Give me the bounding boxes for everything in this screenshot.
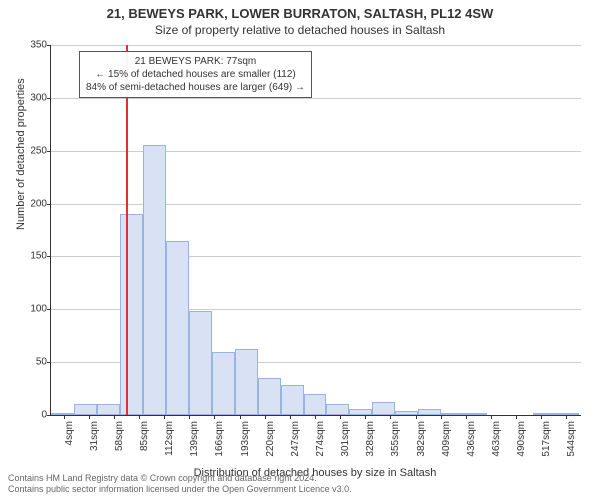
x-tick-label: 382sqm	[416, 421, 427, 461]
histogram-bar	[464, 413, 487, 415]
y-tick-label: 350	[23, 40, 47, 51]
histogram-bar	[304, 394, 327, 415]
histogram-bar	[556, 413, 579, 415]
x-tick-mark	[340, 415, 341, 419]
x-tick-mark	[441, 415, 442, 419]
histogram-bar	[533, 413, 556, 415]
chart-area: 050100150200250300350 4sqm31sqm58sqm85sq…	[50, 45, 580, 415]
histogram-bar	[97, 404, 120, 415]
histogram-bar	[418, 409, 441, 415]
y-tick-label: 50	[23, 357, 47, 368]
footer-line1: Contains HM Land Registry data © Crown c…	[8, 473, 352, 485]
histogram-bar	[143, 145, 166, 415]
y-tick-label: 200	[23, 198, 47, 209]
x-tick-label: 31sqm	[89, 421, 100, 461]
annotation-line2: ← 15% of detached houses are smaller (11…	[86, 68, 305, 81]
x-tick-label: 517sqm	[541, 421, 552, 461]
chart-subtitle: Size of property relative to detached ho…	[0, 21, 600, 37]
histogram-bar	[326, 404, 349, 415]
x-tick-mark	[139, 415, 140, 419]
x-tick-mark	[290, 415, 291, 419]
footer-text: Contains HM Land Registry data © Crown c…	[8, 473, 352, 496]
reference-line	[126, 45, 128, 415]
y-tick-label: 0	[23, 410, 47, 421]
x-tick-mark	[240, 415, 241, 419]
x-tick-mark	[189, 415, 190, 419]
x-tick-label: 274sqm	[315, 421, 326, 461]
x-tick-label: 490sqm	[516, 421, 527, 461]
y-tick-label: 250	[23, 145, 47, 156]
histogram-bar	[189, 311, 212, 415]
histogram-bar	[212, 352, 235, 415]
histogram-bar	[235, 349, 258, 415]
x-tick-label: 436sqm	[466, 421, 477, 461]
y-tick-mark	[47, 415, 51, 416]
chart-container: 21, BEWEYS PARK, LOWER BURRATON, SALTASH…	[0, 0, 600, 500]
x-tick-mark	[466, 415, 467, 419]
x-tick-mark	[64, 415, 65, 419]
x-tick-mark	[416, 415, 417, 419]
histogram-bar	[74, 404, 97, 415]
histogram-bar	[441, 413, 464, 415]
histogram-bar	[258, 378, 281, 415]
x-tick-mark	[114, 415, 115, 419]
x-tick-mark	[315, 415, 316, 419]
x-tick-label: 193sqm	[240, 421, 251, 461]
histogram-bar	[281, 385, 304, 415]
histogram-bar	[349, 409, 372, 415]
x-tick-label: 58sqm	[114, 421, 125, 461]
histogram-bar	[51, 413, 74, 415]
x-tick-label: 112sqm	[164, 421, 175, 461]
y-tick-label: 100	[23, 304, 47, 315]
y-tick-label: 300	[23, 92, 47, 103]
x-tick-label: 4sqm	[64, 421, 75, 461]
histogram-bar	[372, 402, 395, 415]
x-tick-mark	[541, 415, 542, 419]
x-tick-mark	[390, 415, 391, 419]
x-tick-label: 85sqm	[139, 421, 150, 461]
annotation-line1: 21 BEWEYS PARK: 77sqm	[86, 55, 305, 68]
x-tick-label: 301sqm	[340, 421, 351, 461]
x-tick-mark	[265, 415, 266, 419]
histogram-bar	[120, 214, 143, 415]
y-tick-label: 150	[23, 251, 47, 262]
x-tick-mark	[491, 415, 492, 419]
x-tick-label: 355sqm	[390, 421, 401, 461]
x-tick-label: 328sqm	[365, 421, 376, 461]
x-tick-label: 220sqm	[265, 421, 276, 461]
x-tick-mark	[516, 415, 517, 419]
chart-title: 21, BEWEYS PARK, LOWER BURRATON, SALTASH…	[0, 0, 600, 21]
x-tick-label: 463sqm	[491, 421, 502, 461]
histogram-bar	[166, 241, 189, 415]
x-tick-mark	[164, 415, 165, 419]
x-tick-mark	[365, 415, 366, 419]
x-tick-label: 247sqm	[290, 421, 301, 461]
x-tick-label: 544sqm	[566, 421, 577, 461]
bars-group	[51, 45, 579, 415]
annotation-box: 21 BEWEYS PARK: 77sqm ← 15% of detached …	[79, 51, 312, 98]
x-tick-label: 139sqm	[189, 421, 200, 461]
annotation-line3: 84% of semi-detached houses are larger (…	[86, 81, 305, 94]
x-tick-label: 409sqm	[441, 421, 452, 461]
x-tick-label: 166sqm	[214, 421, 225, 461]
x-tick-mark	[89, 415, 90, 419]
x-tick-mark	[566, 415, 567, 419]
plot-region: 050100150200250300350 4sqm31sqm58sqm85sq…	[50, 45, 581, 416]
x-tick-mark	[214, 415, 215, 419]
footer-line2: Contains public sector information licen…	[8, 484, 352, 496]
